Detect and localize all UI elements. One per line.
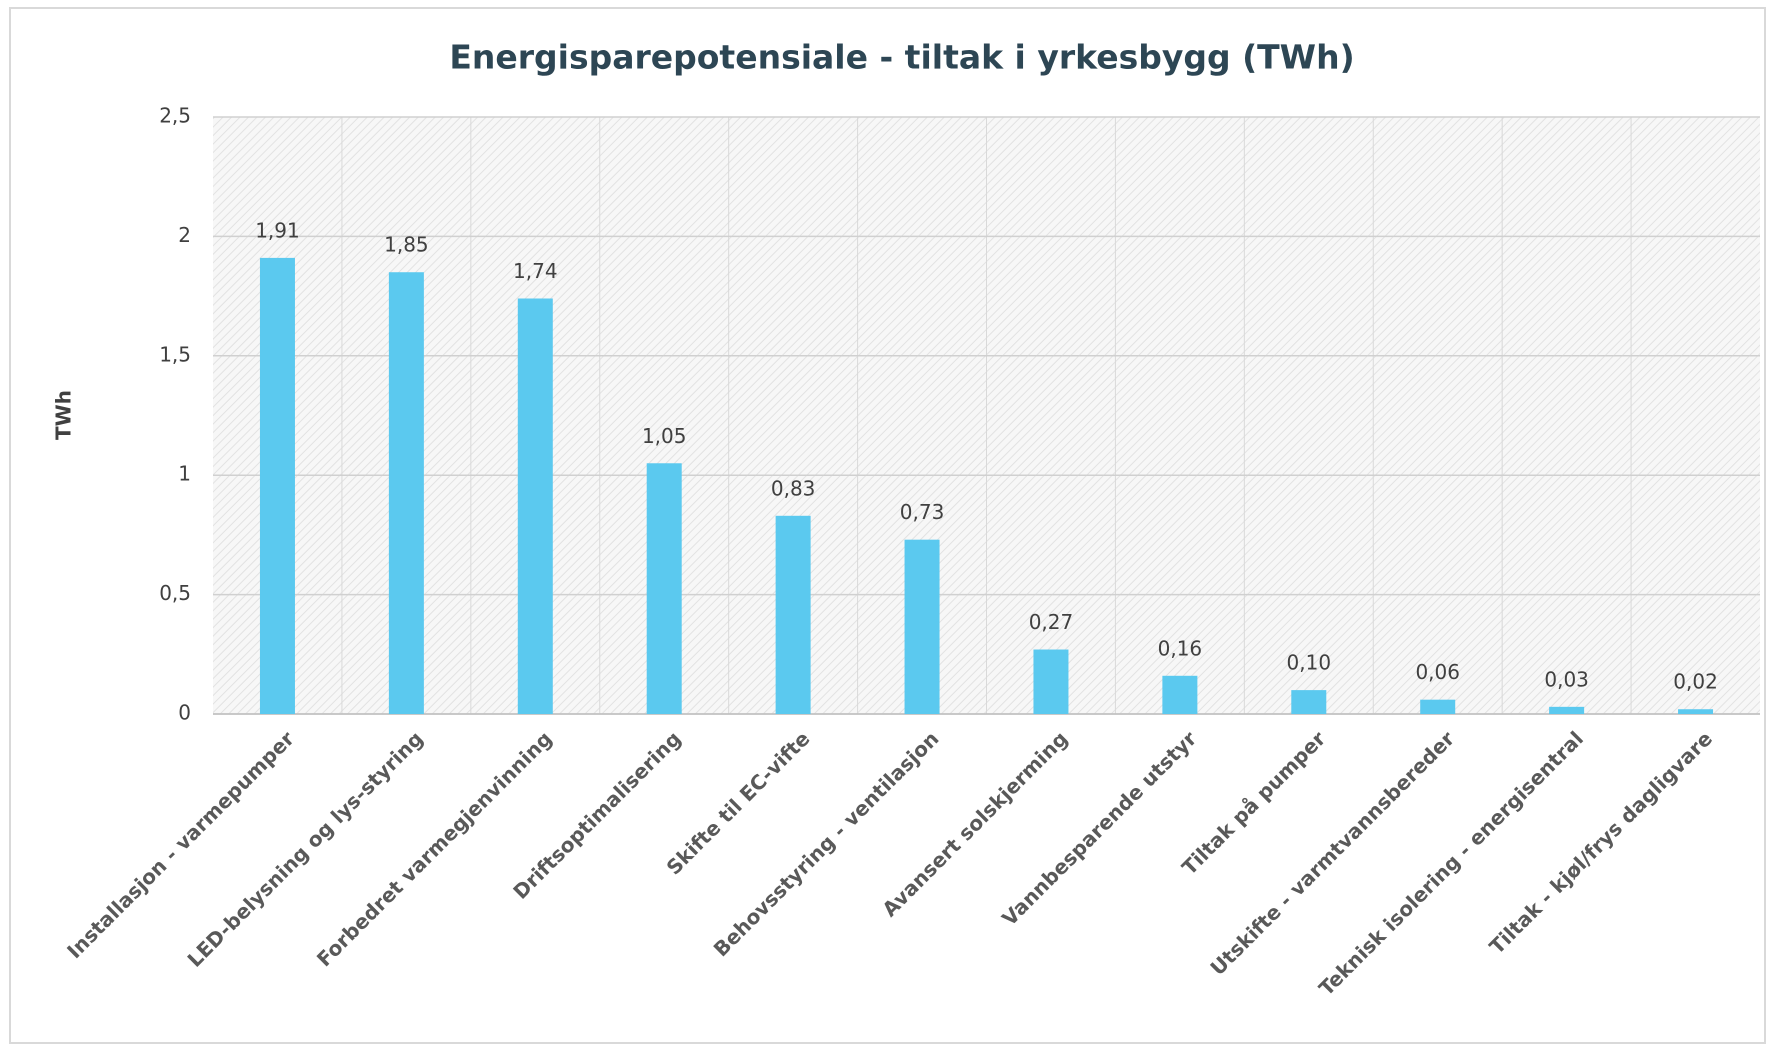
data-label: 0,73 (900, 500, 945, 524)
data-label: 0,06 (1415, 660, 1460, 684)
bar (1549, 706, 1585, 714)
bar (904, 539, 940, 714)
y-tick-label: 0 (178, 701, 191, 725)
y-axis-title: TWh (52, 390, 76, 440)
data-label: 1,91 (255, 218, 300, 242)
data-label: 0,03 (1544, 667, 1589, 691)
data-label: 1,05 (642, 424, 687, 448)
bar (1033, 649, 1069, 714)
bar (775, 515, 811, 714)
data-label: 1,74 (513, 259, 558, 283)
bar (1678, 709, 1714, 714)
y-tick-label: 1,5 (159, 342, 191, 366)
bar (1291, 690, 1327, 714)
bar (1420, 699, 1456, 714)
data-label: 0,27 (1029, 610, 1074, 634)
data-label: 0,02 (1673, 670, 1718, 694)
data-label: 0,16 (1158, 636, 1203, 660)
bar (388, 272, 424, 714)
y-tick-label: 0,5 (159, 581, 191, 605)
y-tick-label: 2 (178, 223, 191, 247)
y-tick-label: 1 (178, 462, 191, 486)
y-tick-label: 2,5 (159, 104, 191, 128)
bar (1162, 675, 1198, 714)
bar (517, 298, 553, 714)
chart-title: Energisparepotensiale - tiltak i yrkesby… (449, 38, 1354, 77)
bar (646, 463, 682, 714)
data-label: 0,83 (771, 476, 816, 500)
data-label: 1,85 (384, 233, 429, 257)
data-label: 0,10 (1287, 651, 1332, 675)
bar (259, 257, 295, 714)
